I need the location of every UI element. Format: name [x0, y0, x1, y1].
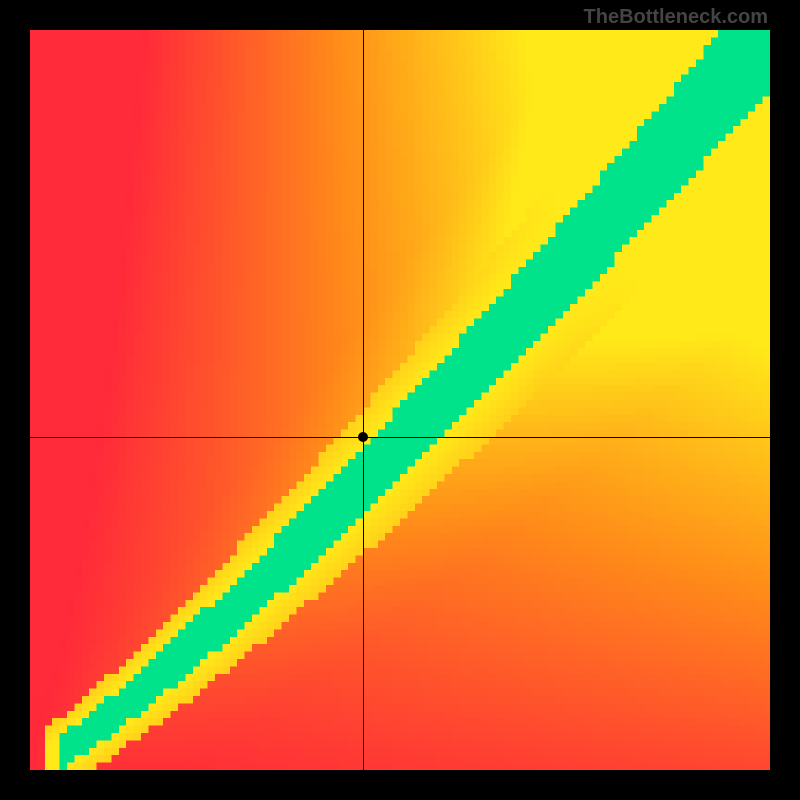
- crosshair-horizontal: [30, 437, 770, 438]
- heatmap-canvas: [30, 30, 770, 770]
- crosshair-marker: [358, 432, 368, 442]
- plot-area: [30, 30, 770, 770]
- watermark-text: TheBottleneck.com: [584, 6, 768, 29]
- crosshair-vertical: [363, 30, 364, 770]
